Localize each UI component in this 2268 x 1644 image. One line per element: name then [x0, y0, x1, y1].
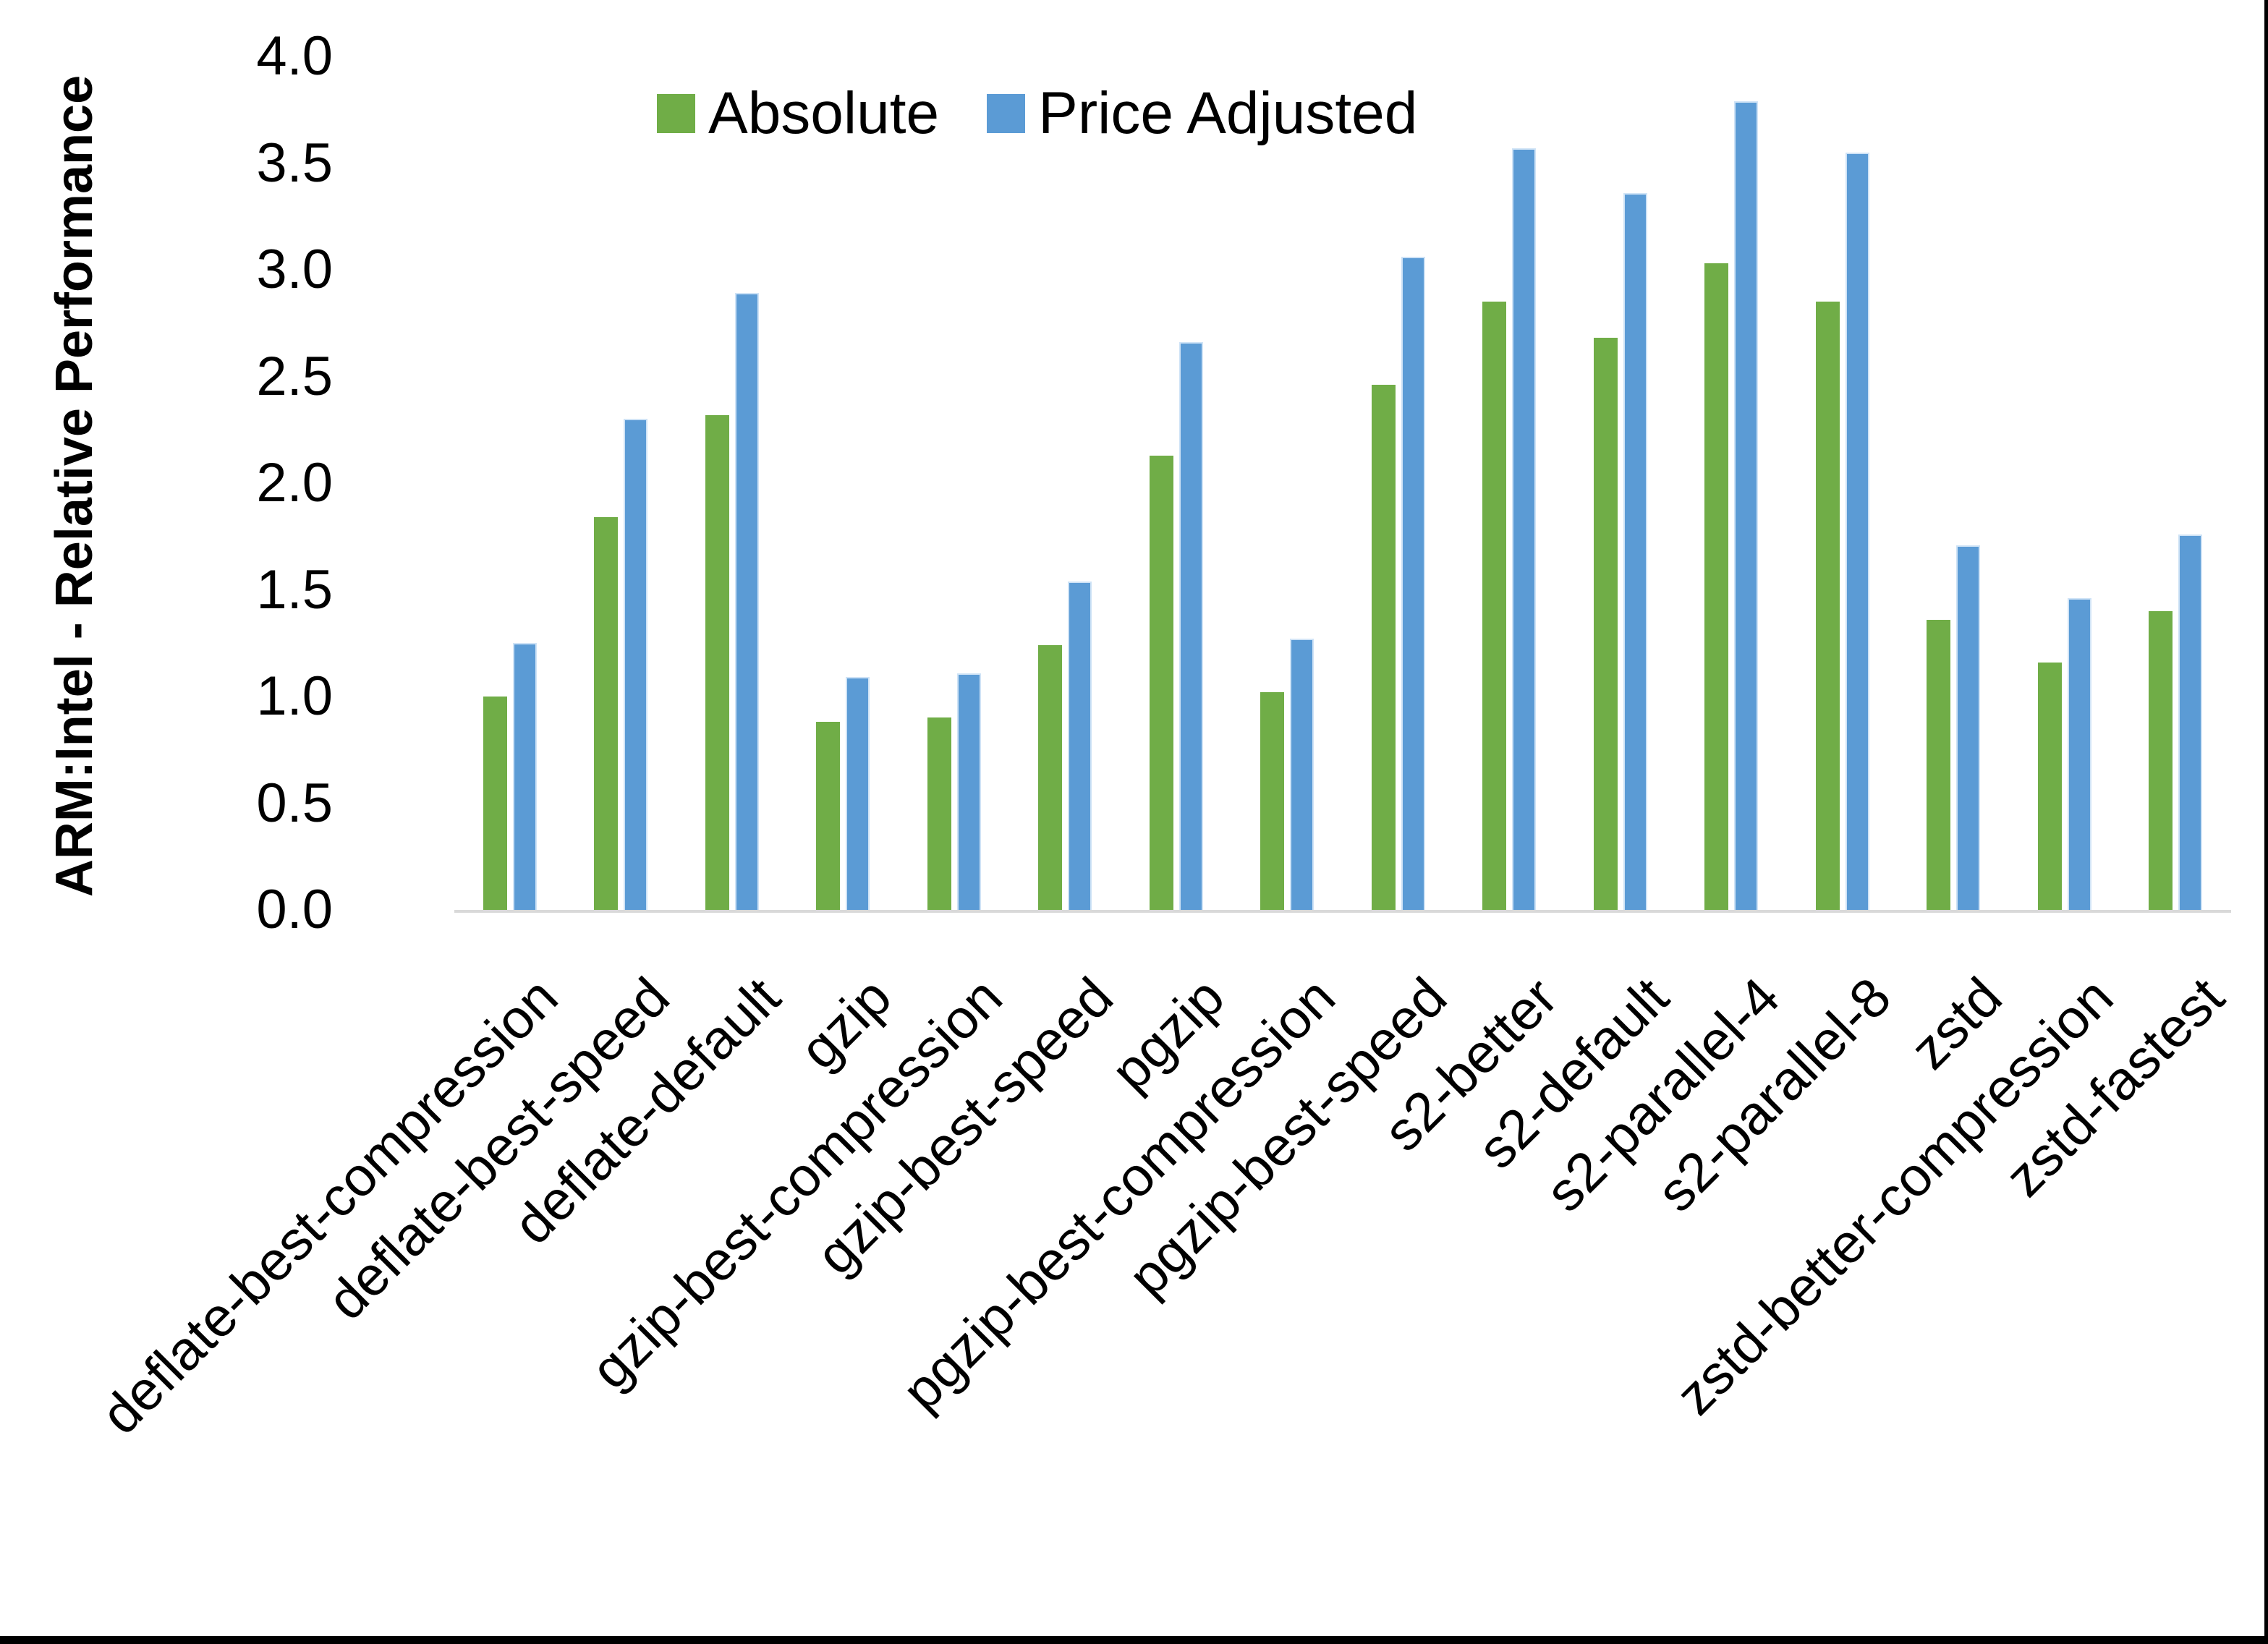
bar-absolute-s2-better [1482, 302, 1506, 910]
bar-absolute-s2-parallel-8 [1816, 302, 1840, 910]
bar-absolute-s2-default [1594, 338, 1618, 910]
y-tick-4.0: 4.0 [256, 25, 333, 87]
legend-label-price-adjusted: Price Adjusted [1038, 80, 1418, 146]
frame-border-bottom [0, 1636, 2268, 1644]
bar-absolute-gzip-best-compression [927, 717, 951, 910]
y-tick-0.0: 0.0 [256, 879, 333, 940]
bar-price-adjusted-deflate-best-speed [624, 419, 647, 910]
frame-border-right [2264, 0, 2268, 1644]
bar-absolute-s2-parallel-4 [1704, 263, 1728, 910]
x-tick-text: deflate-best-compression [90, 966, 570, 1447]
legend-swatch-absolute [657, 94, 695, 133]
bar-absolute-deflate-best-speed [594, 517, 618, 910]
bar-absolute-pgzip-best-speed [1372, 385, 1396, 910]
bar-price-adjusted-gzip [846, 677, 870, 910]
y-axis-title: ARM:Intel - Relative Performance [46, 74, 103, 898]
bar-price-adjusted-deflate-default [735, 293, 759, 910]
legend-swatch-price-adjusted [987, 94, 1026, 133]
bar-absolute-deflate-best-compression [483, 697, 507, 910]
y-tick-0.5: 0.5 [256, 772, 333, 834]
bar-price-adjusted-pgzip-best-speed [1401, 257, 1425, 910]
bar-absolute-zstd-better-compression [2038, 663, 2062, 910]
bar-absolute-zstd [1927, 620, 1950, 910]
bar-price-adjusted-zstd-better-compression [2068, 598, 2091, 910]
bar-price-adjusted-deflate-best-compression [513, 643, 537, 910]
x-tick-zstd-fastest: zstd-fastest [1913, 966, 2235, 1209]
y-tick-1.0: 1.0 [256, 665, 333, 727]
y-tick-2.5: 2.5 [256, 345, 333, 407]
bar-price-adjusted-s2-better [1512, 148, 1536, 910]
bar-absolute-pgzip [1150, 456, 1173, 910]
bar-absolute-gzip-best-speed [1038, 645, 1062, 910]
bar-price-adjusted-gzip-best-speed [1068, 582, 1092, 910]
legend-label-absolute: Absolute [708, 80, 940, 146]
legend-item-absolute: Absolute [657, 80, 940, 146]
bar-price-adjusted-pgzip [1179, 342, 1203, 910]
bar-absolute-gzip [816, 722, 840, 910]
bar-price-adjusted-pgzip-best-compression [1290, 639, 1314, 910]
chart-legend: Absolute Price Adjusted [657, 80, 1418, 146]
bar-price-adjusted-s2-default [1623, 193, 1647, 910]
legend-item-price-adjusted: Price Adjusted [987, 80, 1418, 146]
bar-price-adjusted-s2-parallel-4 [1734, 101, 1758, 910]
y-tick-3.0: 3.0 [256, 239, 333, 300]
bar-price-adjusted-s2-parallel-8 [1846, 153, 1869, 910]
bar-absolute-zstd-fastest [2149, 611, 2173, 910]
bar-absolute-pgzip-best-compression [1260, 692, 1284, 910]
bar-absolute-deflate-default [705, 415, 729, 910]
bar-price-adjusted-zstd-fastest [2178, 534, 2202, 910]
bar-price-adjusted-gzip-best-compression [957, 673, 981, 910]
y-tick-3.5: 3.5 [256, 132, 333, 194]
y-tick-2.0: 2.0 [256, 452, 333, 514]
bar-price-adjusted-zstd [1956, 545, 1980, 910]
plot-area [454, 56, 2231, 913]
y-tick-1.5: 1.5 [256, 558, 333, 621]
